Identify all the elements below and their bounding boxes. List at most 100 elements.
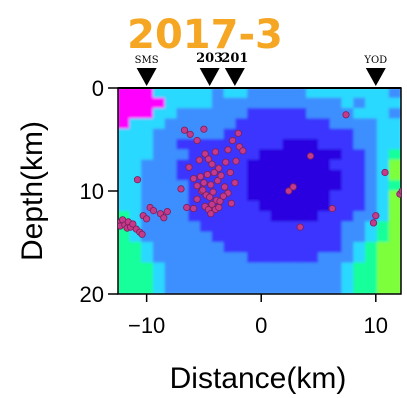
velocity-cell bbox=[235, 108, 249, 120]
velocity-cell bbox=[306, 88, 319, 99]
station-marker bbox=[199, 68, 220, 86]
velocity-cell bbox=[118, 231, 131, 243]
velocity-cell bbox=[223, 128, 237, 140]
event-point bbox=[215, 164, 223, 172]
event-point bbox=[163, 208, 171, 216]
velocity-cell bbox=[365, 159, 378, 171]
velocity-cell bbox=[129, 128, 143, 140]
velocity-cell bbox=[294, 190, 308, 202]
velocity-cell bbox=[282, 97, 296, 110]
velocity-cell bbox=[259, 211, 272, 223]
velocity-cell bbox=[164, 272, 178, 285]
event-point bbox=[207, 210, 215, 218]
velocity-cell bbox=[388, 252, 401, 264]
event-point bbox=[211, 148, 219, 156]
velocity-cell bbox=[176, 231, 190, 243]
velocity-cell bbox=[176, 272, 190, 285]
velocity-cell bbox=[376, 139, 390, 151]
velocity-cell bbox=[141, 262, 154, 274]
velocity-cell bbox=[353, 252, 367, 264]
velocity-cell bbox=[270, 252, 284, 264]
velocity-cell bbox=[247, 118, 260, 130]
velocity-cell bbox=[341, 190, 355, 202]
velocity-cell bbox=[235, 283, 249, 294]
velocity-cell bbox=[188, 159, 202, 171]
event-point bbox=[193, 195, 201, 203]
velocity-cell bbox=[129, 149, 143, 161]
velocity-cell bbox=[141, 190, 154, 202]
velocity-cell bbox=[341, 118, 355, 130]
velocity-cell bbox=[164, 159, 178, 171]
velocity-cell bbox=[164, 139, 178, 151]
velocity-cell bbox=[188, 211, 202, 223]
velocity-cell bbox=[259, 242, 272, 254]
event-point bbox=[214, 177, 222, 185]
velocity-cell bbox=[270, 128, 284, 140]
velocity-cell bbox=[247, 231, 260, 243]
velocity-cell bbox=[317, 262, 331, 274]
velocity-cell bbox=[388, 97, 401, 110]
velocity-cell bbox=[329, 88, 343, 99]
event-point bbox=[296, 223, 304, 231]
velocity-cell bbox=[306, 159, 319, 171]
velocity-cell bbox=[129, 118, 143, 130]
velocity-cell bbox=[353, 262, 367, 274]
velocity-cell bbox=[223, 211, 237, 223]
velocity-cell bbox=[129, 283, 143, 294]
velocity-cell bbox=[152, 262, 166, 274]
velocity-cell bbox=[376, 283, 390, 294]
velocity-cell bbox=[365, 190, 378, 202]
velocity-cell bbox=[282, 272, 296, 285]
velocity-cell bbox=[141, 108, 154, 120]
velocity-cell bbox=[129, 97, 143, 110]
velocity-cell bbox=[188, 88, 202, 99]
y-tick-label: 10 bbox=[80, 179, 104, 204]
velocity-cell bbox=[235, 211, 249, 223]
velocity-cell bbox=[164, 283, 178, 294]
velocity-cell bbox=[141, 252, 154, 264]
velocity-cell bbox=[235, 221, 249, 233]
velocity-cell bbox=[365, 118, 378, 130]
station-label: 203 bbox=[196, 51, 223, 66]
event-point bbox=[231, 179, 239, 187]
x-axis-label: Distance(km) bbox=[170, 362, 347, 395]
velocity-cell bbox=[247, 211, 260, 223]
velocity-cell bbox=[129, 211, 143, 223]
velocity-cell bbox=[317, 128, 331, 140]
velocity-cell bbox=[365, 272, 378, 285]
velocity-cell bbox=[200, 118, 213, 130]
velocity-cell bbox=[388, 221, 401, 233]
event-point bbox=[306, 152, 315, 160]
velocity-cell bbox=[388, 211, 401, 223]
velocity-cell bbox=[247, 128, 260, 140]
velocity-cell bbox=[164, 88, 178, 99]
velocity-cell bbox=[129, 139, 143, 151]
velocity-cell bbox=[118, 169, 131, 182]
velocity-cell bbox=[152, 190, 166, 202]
velocity-cell bbox=[259, 108, 272, 120]
velocity-cell bbox=[188, 128, 202, 140]
velocity-cell bbox=[152, 97, 166, 110]
velocity-cell bbox=[118, 200, 131, 213]
velocity-cell bbox=[118, 262, 131, 274]
velocity-cell bbox=[129, 200, 143, 213]
velocity-cell bbox=[152, 169, 166, 182]
velocity-cell bbox=[329, 108, 343, 120]
velocity-cell bbox=[388, 200, 401, 213]
earthquake-events bbox=[118, 111, 401, 238]
velocity-cell bbox=[235, 242, 249, 254]
velocity-cell bbox=[388, 169, 401, 182]
velocity-cell bbox=[211, 149, 225, 161]
velocity-cell bbox=[129, 180, 143, 192]
velocity-cell bbox=[329, 200, 343, 213]
velocity-cell bbox=[329, 180, 343, 192]
velocity-cell bbox=[223, 118, 237, 130]
velocity-cell bbox=[365, 180, 378, 192]
velocity-cell bbox=[270, 180, 284, 192]
velocity-cell bbox=[211, 97, 225, 110]
event-point bbox=[209, 188, 217, 196]
velocity-cell bbox=[388, 128, 401, 140]
velocity-cell bbox=[376, 231, 390, 243]
event-point bbox=[204, 155, 213, 163]
velocity-cell bbox=[306, 118, 319, 130]
